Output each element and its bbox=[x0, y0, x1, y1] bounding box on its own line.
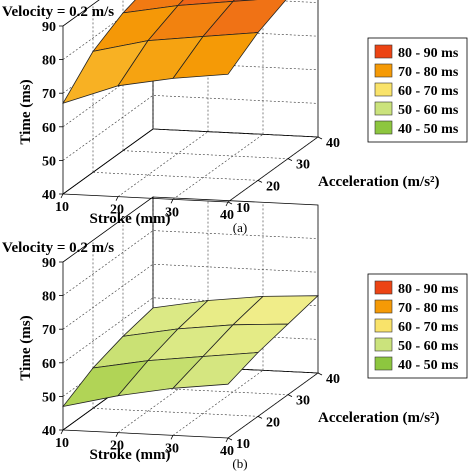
legend-swatch bbox=[374, 120, 393, 135]
y-tick bbox=[317, 372, 323, 376]
x-tick-label: 30 bbox=[165, 441, 179, 456]
legend-label: 60 - 70 ms bbox=[398, 320, 459, 335]
legend-label: 40 - 50 ms bbox=[398, 358, 459, 373]
y-tick bbox=[257, 415, 263, 419]
y-floor-gridline bbox=[122, 150, 289, 159]
x-axis-label: Stroke (mm) bbox=[90, 447, 171, 463]
legend-swatch bbox=[374, 82, 393, 97]
panel-caption: (b) bbox=[232, 456, 247, 471]
x-tick-label: 20 bbox=[110, 203, 124, 218]
legend-swatch bbox=[374, 63, 393, 78]
z-axis-label: Time (ms) bbox=[18, 79, 34, 144]
x-floor-gridline bbox=[227, 136, 319, 203]
x-tick bbox=[60, 193, 64, 199]
x-tick-label: 30 bbox=[165, 205, 179, 220]
legend-label: 60 - 70 ms bbox=[398, 84, 459, 99]
legend-swatch bbox=[374, 337, 393, 352]
y-tick bbox=[317, 136, 323, 140]
legend-swatch bbox=[374, 318, 393, 333]
x-tick bbox=[60, 429, 64, 435]
x-floor-gridline bbox=[227, 372, 319, 439]
y-floor-gridline bbox=[92, 172, 259, 181]
z-tick-label: 70 bbox=[42, 323, 56, 338]
legend-label: 70 - 80 ms bbox=[398, 301, 459, 316]
y-tick bbox=[257, 179, 263, 183]
y-tick bbox=[287, 158, 293, 162]
chart-title: Velocity = 0.2 m/s bbox=[2, 4, 114, 20]
y-tick-label: 40 bbox=[326, 136, 340, 151]
z-tick-label: 80 bbox=[42, 290, 56, 305]
z-tick-label: 50 bbox=[42, 390, 56, 405]
z-tick-label: 70 bbox=[42, 87, 56, 102]
legend-label: 40 - 50 ms bbox=[398, 122, 459, 137]
y-tick-label: 20 bbox=[266, 179, 280, 194]
y-floor-gridline bbox=[152, 128, 319, 138]
y-tick bbox=[227, 437, 233, 441]
z-tick-label: 40 bbox=[42, 188, 56, 203]
z-tick-label: 90 bbox=[42, 20, 56, 35]
legend-swatch bbox=[374, 101, 393, 116]
y-tick-label: 10 bbox=[236, 201, 250, 216]
z-tick-label: 40 bbox=[42, 424, 56, 439]
x-floor-gridline bbox=[172, 370, 264, 436]
y-floor-gridline bbox=[92, 408, 259, 417]
y-tick-label: 20 bbox=[266, 415, 280, 430]
legend-swatch bbox=[374, 299, 393, 314]
y-tick-label: 40 bbox=[326, 372, 340, 387]
y-axis-label: Acceleration (m/s²) bbox=[318, 174, 440, 190]
panel-caption: (a) bbox=[233, 220, 247, 235]
y-tick-label: 10 bbox=[236, 437, 250, 452]
z-gridline bbox=[62, 230, 319, 296]
x-tick-label: 20 bbox=[110, 439, 124, 454]
y-floor-gridline bbox=[122, 386, 289, 395]
z-axis-label: Time (ms) bbox=[18, 315, 34, 380]
z-gridline bbox=[62, 95, 319, 161]
z-gridline bbox=[62, 61, 319, 128]
legend-label: 80 - 90 ms bbox=[398, 282, 459, 297]
y-tick bbox=[287, 394, 293, 398]
legend-label: 50 - 60 ms bbox=[398, 339, 459, 354]
y-axis-label: Acceleration (m/s²) bbox=[318, 410, 440, 426]
y-floor-gridline bbox=[152, 364, 319, 374]
x-tick bbox=[115, 196, 119, 201]
legend-label: 80 - 90 ms bbox=[398, 46, 459, 61]
x-tick bbox=[170, 199, 174, 204]
z-tick-label: 80 bbox=[42, 54, 56, 69]
x-tick-label: 10 bbox=[55, 200, 69, 215]
surface-patch bbox=[172, 352, 259, 389]
legend-swatch bbox=[374, 356, 393, 371]
x-tick-label: 40 bbox=[220, 208, 234, 223]
chart-title: Velocity = 0.2 m/s bbox=[2, 240, 114, 256]
legend-label: 50 - 60 ms bbox=[398, 103, 459, 118]
y-tick bbox=[227, 201, 233, 205]
legend-swatch bbox=[374, 44, 393, 59]
x-tick-label: 40 bbox=[220, 444, 234, 459]
x-floor-gridline bbox=[172, 134, 264, 200]
y-tick-label: 30 bbox=[296, 394, 310, 409]
surface-patch bbox=[172, 32, 259, 79]
x-tick-label: 10 bbox=[55, 436, 69, 451]
z-tick-label: 60 bbox=[42, 357, 56, 372]
x-tick bbox=[225, 201, 229, 207]
x-tick bbox=[170, 435, 174, 440]
x-axis-label: Stroke (mm) bbox=[90, 211, 171, 227]
x-tick bbox=[115, 432, 119, 437]
z-gridline bbox=[62, 0, 319, 60]
x-floor-gridline bbox=[117, 131, 209, 197]
z-tick-label: 50 bbox=[42, 154, 56, 169]
legend-swatch bbox=[374, 280, 393, 295]
y-tick-label: 30 bbox=[296, 158, 310, 173]
x-tick bbox=[225, 437, 229, 443]
z-tick-label: 90 bbox=[42, 256, 56, 271]
z-tick-label: 60 bbox=[42, 121, 56, 136]
legend-label: 70 - 80 ms bbox=[398, 65, 459, 80]
